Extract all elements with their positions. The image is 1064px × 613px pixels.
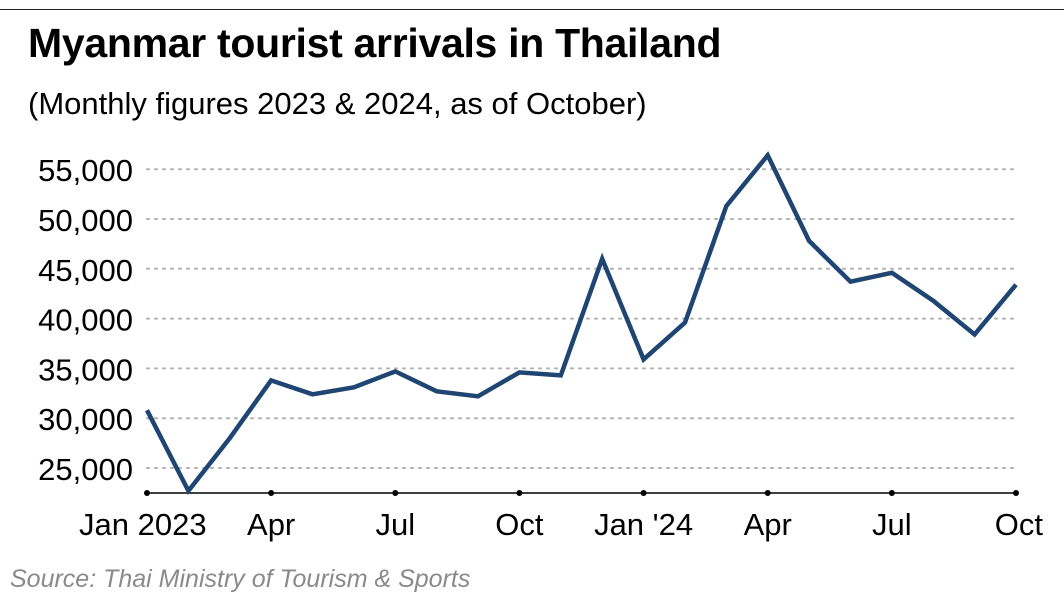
y-axis-tick-labels: 25,000 30,000 35,000 40,000 45,000 50,000 55,0…: [38, 153, 133, 487]
x-tick-label: Jan '24: [594, 507, 693, 542]
y-tick-label: 55,000: [38, 153, 133, 188]
x-tick-label: Oct: [995, 507, 1044, 542]
x-axis-tick-labels: Jan 2023 Apr Jul Oct Jan '24 Apr Jul Oct: [79, 507, 1043, 542]
x-tick-mark: [392, 490, 399, 496]
x-tick-label: Oct: [495, 507, 544, 542]
y-tick-label: 35,000: [38, 352, 133, 387]
x-axis: [144, 490, 1019, 496]
chart-title: Myanmar tourist arrivals in Thailand: [28, 20, 722, 66]
x-tick-mark: [268, 490, 275, 496]
top-rule: [0, 9, 1064, 10]
x-tick-label: Jul: [375, 507, 415, 542]
series-layer: [144, 151, 1018, 496]
y-tick-label: 50,000: [38, 203, 133, 238]
x-tick-label: Jul: [872, 507, 912, 542]
x-tick-mark: [764, 490, 771, 496]
x-tick-mark: [516, 490, 523, 496]
series-line: [144, 151, 1018, 496]
source-note: Source: Thai Ministry of Tourism & Sport…: [10, 565, 471, 593]
chart-subtitle: (Monthly figures 2023 & 2024, as of Octo…: [28, 86, 647, 121]
x-tick-mark: [144, 490, 150, 496]
x-tick-mark: [888, 490, 895, 496]
y-tick-label: 30,000: [38, 402, 133, 437]
x-tick-label: Apr: [247, 507, 295, 542]
y-tick-label: 45,000: [38, 253, 133, 288]
x-tick-label: Apr: [744, 507, 792, 542]
y-tick-label: 25,000: [38, 452, 133, 487]
x-tick-mark: [640, 490, 647, 496]
y-tick-label: 40,000: [38, 303, 133, 338]
x-tick-mark: [1013, 490, 1019, 496]
x-tick-label: Jan 2023: [79, 507, 207, 542]
